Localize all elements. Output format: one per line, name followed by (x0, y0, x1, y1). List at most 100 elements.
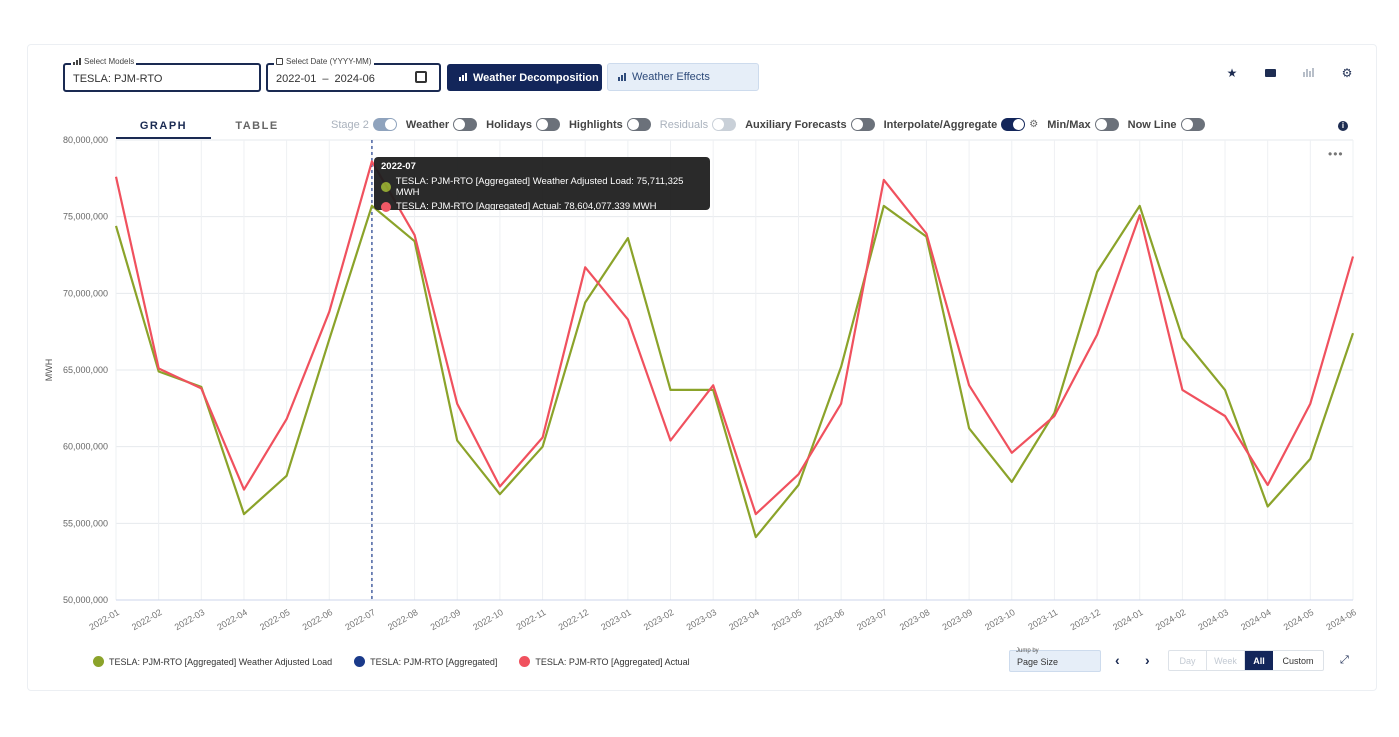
toggle-holidays-switch[interactable] (535, 118, 560, 131)
toggle-weather-switch[interactable] (453, 118, 478, 131)
jump-by-label: Jump by (1016, 648, 1039, 654)
calendar-button-icon[interactable] (415, 71, 427, 83)
toggle-highlights-switch[interactable] (626, 118, 651, 131)
weather-effects-button[interactable]: Weather Effects (607, 63, 759, 91)
x-tick-label: 2023-11 (1026, 607, 1059, 632)
date-label: Select Date (YYYY-MM) (274, 57, 374, 66)
gear-icon[interactable]: ⚙ (1029, 119, 1039, 130)
date-select[interactable]: Select Date (YYYY-MM) 2022-01 – 2024-06 (266, 57, 441, 92)
toggle-holidays[interactable]: Holidays (486, 118, 560, 131)
data-point (797, 484, 799, 486)
data-point (1352, 255, 1354, 257)
data-point (883, 179, 885, 181)
legend-label: TESLA: PJM-RTO [Aggregated] Actual (535, 656, 690, 667)
data-point (1181, 337, 1183, 339)
expand-icon[interactable]: ⤢ (1340, 654, 1349, 666)
bar-chart-icon (73, 58, 81, 65)
data-point (1309, 403, 1311, 405)
jump-by-select[interactable]: Jump by Page Size (1009, 648, 1101, 672)
data-point (499, 493, 501, 495)
range-all-button[interactable]: All (1245, 651, 1273, 670)
weather-decomposition-button[interactable]: Weather Decomposition (447, 64, 602, 91)
data-point (413, 234, 415, 236)
toggle-highlights[interactable]: Highlights (569, 118, 651, 131)
x-tick-label: 2022-04 (215, 607, 249, 632)
data-point (243, 488, 245, 490)
chart-card (27, 44, 1377, 691)
x-tick-label: 2022-08 (386, 607, 420, 632)
toggle-nowline[interactable]: Now Line (1128, 118, 1205, 131)
data-point (1266, 484, 1268, 486)
toggle-interpolate[interactable]: Interpolate/Aggregate ⚙ (883, 118, 1039, 131)
range-day-button[interactable]: Day (1169, 651, 1207, 670)
chevron-right-icon[interactable]: › (1145, 652, 1150, 668)
x-tick-label: 2024-03 (1196, 607, 1230, 632)
toggle-residuals[interactable]: Residuals (660, 118, 737, 131)
toggle-auxiliary-switch[interactable] (850, 118, 875, 131)
chart-legend: TESLA: PJM-RTO [Aggregated] Weather Adju… (93, 656, 690, 667)
tooltip-row2-text: TESLA: PJM-RTO [Aggregated] Actual: 78,6… (396, 201, 657, 212)
data-point (883, 205, 885, 207)
x-tick-label: 2023-03 (685, 607, 719, 632)
toggle-residuals-switch[interactable] (712, 118, 737, 131)
legend-item-aggregated[interactable]: TESLA: PJM-RTO [Aggregated] (354, 656, 497, 667)
bar-chart-icon[interactable] (1301, 66, 1315, 80)
legend-item-weather-adjusted[interactable]: TESLA: PJM-RTO [Aggregated] Weather Adju… (93, 656, 332, 667)
x-tick-label: 2023-05 (770, 607, 804, 632)
toggle-minmax[interactable]: Min/Max (1047, 118, 1119, 131)
x-tick-label: 2022-06 (301, 607, 335, 632)
x-tick-label: 2022-02 (130, 607, 164, 632)
data-point (840, 403, 842, 405)
toggle-weather[interactable]: Weather (406, 118, 478, 131)
data-point (1266, 505, 1268, 507)
tab-table[interactable]: TABLE (235, 120, 279, 132)
range-custom-button[interactable]: Custom (1282, 655, 1314, 666)
y-tick-label: 60,000,000 (63, 442, 108, 452)
data-point (627, 318, 629, 320)
y-tick-label: 70,000,000 (63, 288, 108, 298)
x-tick-label: 2022-09 (429, 607, 463, 632)
star-icon[interactable]: ★ (1226, 66, 1238, 80)
more-icon[interactable]: ••• (1328, 147, 1344, 161)
legend-item-actual[interactable]: TESLA: PJM-RTO [Aggregated] Actual (519, 656, 690, 667)
x-tick-label: 2022-03 (173, 607, 207, 632)
toggle-interpolate-switch[interactable] (1001, 118, 1026, 131)
toggle-stage2[interactable]: Stage 2 (331, 118, 397, 131)
data-point (968, 384, 970, 386)
x-tick-label: 2023-12 (1068, 607, 1102, 632)
series-line (114, 160, 1355, 516)
date-label-text: Select Date (YYYY-MM) (286, 57, 372, 66)
x-tick-label: 2022-05 (258, 607, 292, 632)
data-point (968, 427, 970, 429)
bar-chart-icon (459, 73, 467, 81)
toggle-stage2-switch[interactable] (372, 118, 397, 131)
x-tick-label: 2024-04 (1239, 607, 1273, 632)
toggle-minmax-switch[interactable] (1094, 118, 1119, 131)
models-select[interactable]: Select Models TESLA: PJM-RTO (63, 57, 261, 92)
gear-icon[interactable]: ⚙ (1341, 66, 1353, 80)
data-point (584, 266, 586, 268)
chart-tooltip: 2022-07 TESLA: PJM-RTO [Aggregated] Weat… (374, 157, 710, 212)
data-point (1224, 415, 1226, 417)
toggle-auxiliary[interactable]: Auxiliary Forecasts (745, 118, 875, 131)
info-icon[interactable]: i (1338, 121, 1348, 131)
tab-graph[interactable]: GRAPH (116, 120, 211, 139)
x-tick-label: 2022-11 (515, 607, 548, 632)
data-point (541, 445, 543, 447)
data-point (200, 387, 202, 389)
data-point (328, 311, 330, 313)
toggle-nowline-switch[interactable] (1180, 118, 1205, 131)
data-point (157, 370, 159, 372)
chevron-left-icon[interactable]: ‹ (1115, 652, 1120, 668)
data-point (584, 301, 586, 303)
legend-dot (519, 656, 531, 667)
mail-icon[interactable] (1263, 66, 1277, 80)
tooltip-row-actual: TESLA: PJM-RTO [Aggregated] Actual: 78,6… (381, 201, 703, 212)
range-week-button[interactable]: Week (1207, 651, 1245, 670)
y-tick-label: 55,000,000 (63, 518, 108, 528)
legend-dot (93, 656, 104, 667)
toggle-interpolate-label: Interpolate/Aggregate (883, 118, 998, 131)
x-tick-label: 2024-06 (1324, 607, 1358, 632)
weather-effects-label: Weather Effects (632, 71, 710, 83)
